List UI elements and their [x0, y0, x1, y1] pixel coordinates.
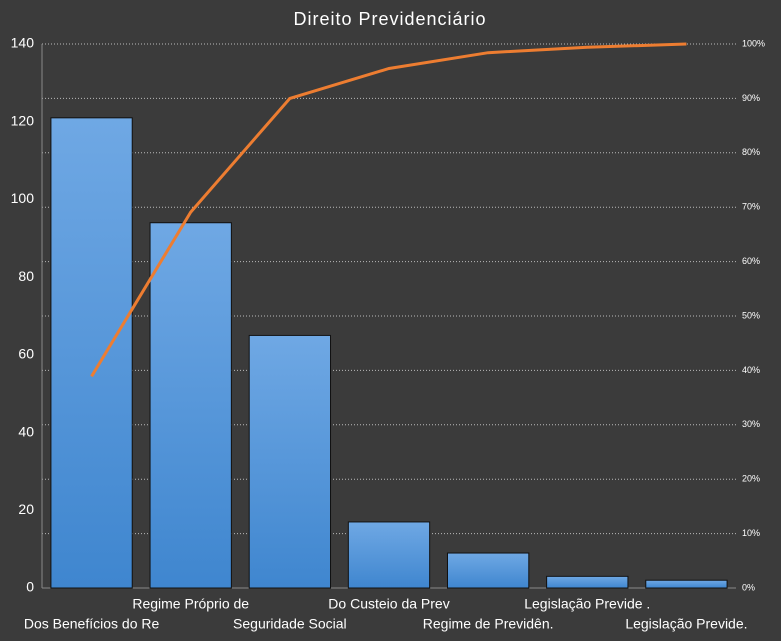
bar — [248, 334, 332, 589]
x-tick-label: Legislação Previde . — [524, 596, 650, 612]
y2-tick-label: 10% — [742, 528, 760, 538]
y-tick-label: 0 — [26, 579, 34, 595]
y2-tick-label: 70% — [742, 202, 760, 212]
y-tick-label: 40 — [18, 423, 34, 439]
y2-tick-label: 20% — [742, 474, 760, 484]
x-tick-label: Regime de Previdên. — [423, 616, 554, 632]
chart-title: Direito Previdenciário — [293, 9, 486, 29]
bar — [446, 552, 530, 589]
y2-tick-label: 90% — [742, 93, 760, 103]
bar — [149, 222, 232, 589]
y2-tick-label: 100% — [742, 38, 765, 48]
bar — [347, 521, 431, 589]
y-tick-label: 20 — [18, 501, 34, 517]
x-tick-label: Regime Próprio de — [132, 596, 249, 612]
y2-tick-label: 50% — [742, 310, 760, 320]
x-tick-label: Seguridade Social — [233, 616, 347, 632]
y-tick-label: 100 — [11, 190, 35, 206]
y-tick-label: 120 — [11, 112, 35, 128]
x-tick-label: Do Custeio da Prev — [328, 596, 449, 612]
y-tick-label: 60 — [18, 346, 34, 362]
y2-tick-label: 30% — [742, 419, 760, 429]
y2-tick-label: 60% — [742, 256, 760, 266]
x-tick-label: Dos Benefícios do Re — [24, 616, 160, 632]
cumulative-line — [90, 42, 687, 378]
bar — [645, 579, 728, 589]
x-tick-label: Legislação Previde. — [625, 616, 747, 632]
bar — [50, 117, 133, 589]
y-tick-label: 140 — [11, 35, 35, 51]
y2-tick-label: 0% — [742, 582, 755, 592]
y2-tick-label: 40% — [742, 365, 760, 375]
y-tick-label: 80 — [18, 268, 34, 284]
y2-tick-label: 80% — [742, 147, 760, 157]
bar — [546, 575, 629, 589]
